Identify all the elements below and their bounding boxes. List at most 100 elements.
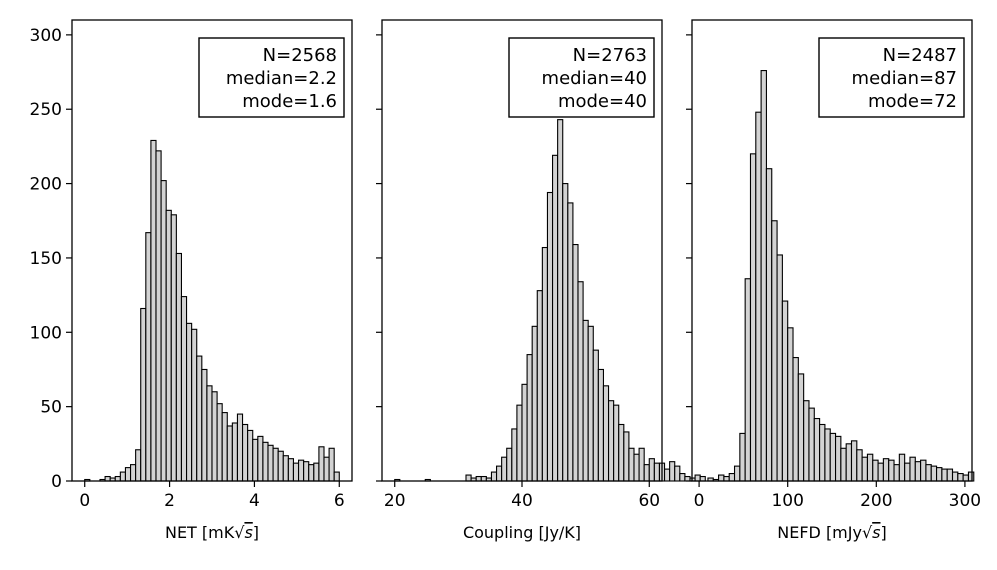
histogram-bar [216,403,223,482]
histogram-bar [861,456,869,482]
histogram-bar [618,423,625,482]
histogram-bar [829,432,837,482]
histogram-bar [638,447,645,482]
xticks-net: 0 2 4 6 [79,481,345,511]
sqrt-sign: √ [234,523,245,542]
histogram-bar [206,385,213,482]
histogram-bar [201,368,208,482]
histogram-bar [572,244,579,482]
y-tick-label: 0 [51,472,62,492]
histogram-bar [175,252,183,482]
histogram-bar [850,440,858,482]
histogram-bar [930,465,938,482]
histogram-bar [699,475,706,482]
histogram-bar [602,385,610,482]
xticks-nefd: 0 100 200 300 [694,481,981,511]
histogram-bar [684,475,691,482]
histogram-bar [888,459,895,482]
histogram-bar [160,180,167,482]
histogram-bar [297,459,305,482]
histogram-bar [333,471,340,482]
panel-coupling: 20 40 60 N=2763 median=40 mode=40 Coupling… [376,19,706,542]
histogram-bar [920,459,927,482]
axes-frame-nefd [691,19,973,482]
stat-median-coupling: median=40 [542,68,647,89]
y-tick-label: 250 [30,100,62,120]
histogram-bar [262,441,269,482]
histogram-bar [882,458,890,482]
x-axis-label-nefd: NEFD [mJy√s] [777,523,887,542]
x-axis-label-net: NET [mK√s] [165,523,259,542]
histogram-bar [150,139,157,482]
histogram-bar [760,70,767,482]
histogram-bar [957,473,964,482]
histogram-bar [613,404,620,482]
histogram-bar [744,278,752,482]
histogram-bar [781,300,789,482]
histogram-bar [582,319,589,482]
bars-coupling [394,119,706,482]
x-tick-label: 200 [860,491,892,511]
histogram-bar [941,468,948,482]
histogram-bar [723,475,730,482]
histogram-bar [475,475,482,482]
histogram-bar [674,465,681,482]
histogram-bar [155,150,162,482]
stat-mode-coupling: mode=40 [558,91,647,112]
histogram-bar [628,447,635,482]
stats-box-frame-nefd [818,37,965,118]
histogram-bar [226,425,233,482]
histogram-bar [104,475,111,482]
histogram-bar [856,449,863,482]
stats-box-frame-coupling [508,37,655,118]
histogram-bar [165,209,172,482]
y-tick-label: 300 [30,26,62,46]
histogram-bar [292,462,300,482]
histogram-bar [925,464,932,482]
histogram-bar [643,464,650,482]
histogram-bar [541,246,548,482]
histogram-bar [495,465,503,482]
histogram-bar [145,232,152,482]
histogram-bar [936,467,943,482]
stat-median-net: median=2.2 [226,68,337,89]
histogram-bar [124,467,132,482]
histogram-bar [252,438,259,482]
histogram-bar [272,447,279,482]
histogram-bar [813,417,821,482]
histogram-bar [824,428,831,482]
histogram-bar [623,431,630,482]
histogram-bar [551,154,559,482]
histogram-bar [531,325,538,482]
histogram-bar [877,462,884,482]
stats-box-net: N=2568 median=2.2 mode=1.6 [198,37,345,118]
histogram-bar [186,322,193,482]
stat-n-nefd: N=2487 [883,45,957,66]
histogram-bar [282,455,289,482]
histogram-bar [303,461,310,482]
yticks-nefd [686,34,692,482]
stat-n-net: N=2568 [263,45,337,66]
histogram-bar [607,400,615,482]
y-tick-label: 50 [40,398,62,418]
histogram-bar [669,461,676,482]
histogram-bar [866,453,874,482]
x-tick-label: 0 [694,491,705,511]
axes-frame-coupling [381,19,663,482]
stat-median-nefd: median=87 [852,68,957,89]
histogram-bar [951,471,959,482]
histogram-bar [221,412,228,482]
histogram-bar [749,153,757,482]
histogram-bar [914,461,922,482]
histogram-bar [536,290,543,482]
histogram-bar [739,432,746,482]
histogram-bar [180,296,188,482]
panel-nefd: 0 100 200 300 N=2487 median=87 mode=72 NEFD… [686,19,981,542]
histogram-bar [501,456,508,482]
stat-mode-net: mode=1.6 [242,91,337,112]
x-tick-label: 6 [334,491,345,511]
histogram-bar [648,458,655,482]
stat-n-coupling: N=2763 [573,45,647,66]
sqrt-sign: √ [862,523,873,542]
